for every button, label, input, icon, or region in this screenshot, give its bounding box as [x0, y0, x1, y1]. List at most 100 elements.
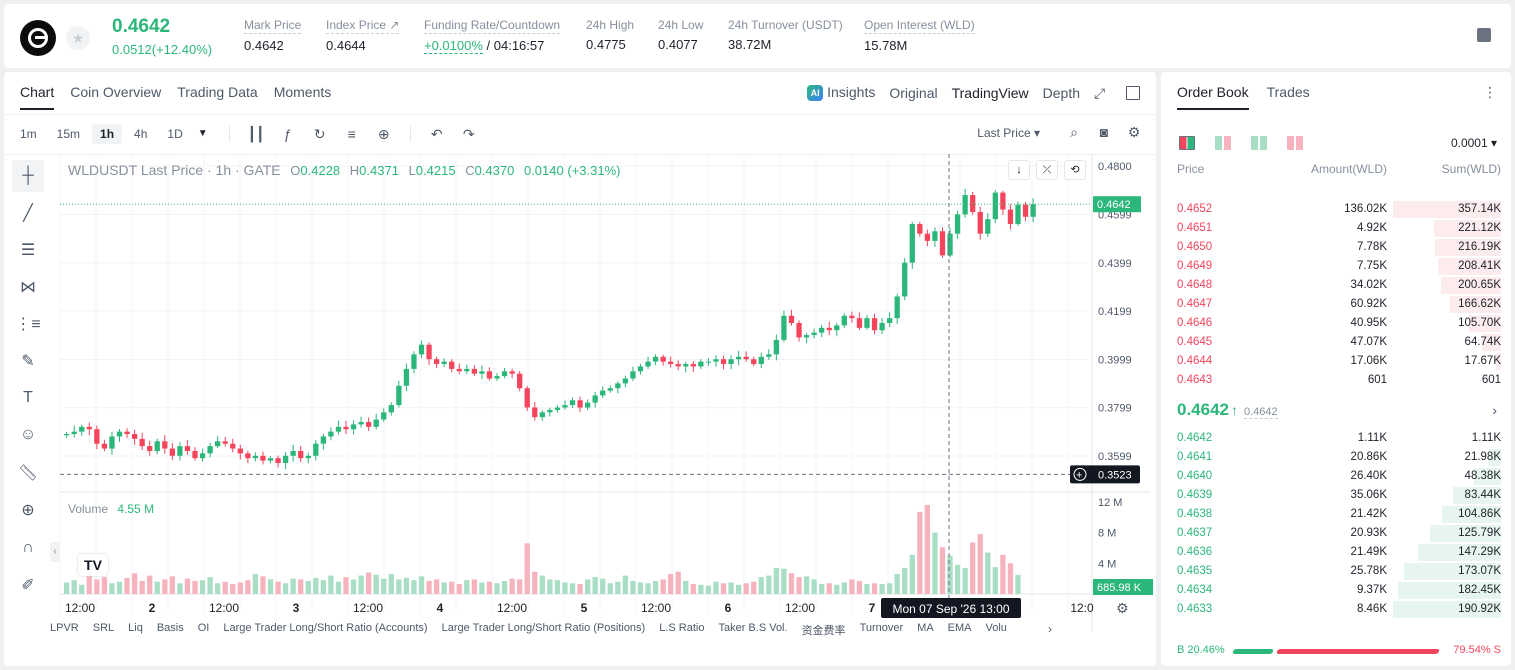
chevron-right-icon[interactable]: ›: [1492, 402, 1497, 418]
interval-15m[interactable]: 15m: [56, 127, 81, 141]
tab-trades[interactable]: Trades: [1266, 84, 1310, 100]
ask-row[interactable]: 0.4651 4.92K 221.12K: [1161, 219, 1511, 238]
bid-row[interactable]: 0.4636 21.49K 147.29K: [1161, 543, 1511, 562]
index-price-label[interactable]: Index Price ↗: [326, 18, 400, 34]
price-type-select[interactable]: Last Price ▾: [977, 126, 1040, 140]
mark-price-label[interactable]: Mark Price: [244, 18, 302, 34]
ask-row[interactable]: 0.4644 17.06K 17.67K: [1161, 352, 1511, 371]
arrow-down-icon[interactable]: ↓: [1008, 160, 1030, 180]
camera-icon[interactable]: ◙: [1099, 124, 1109, 140]
interval-dropdown-icon[interactable]: ▼: [197, 128, 208, 139]
ask-row[interactable]: 0.4646 40.95K 105.70K: [1161, 314, 1511, 333]
horizontal-lines-icon[interactable]: ☰: [20, 242, 36, 259]
candle-type-icon[interactable]: ┃┃: [247, 126, 265, 142]
bid-row[interactable]: 0.4635 25.78K 173.07K: [1161, 562, 1511, 581]
search-icon[interactable]: ⌕: [1070, 124, 1078, 140]
layout-both-icon[interactable]: [1179, 136, 1195, 150]
axis-settings-icon[interactable]: ⚙: [1116, 600, 1129, 616]
chevron-right-icon[interactable]: ›: [1048, 622, 1052, 636]
more-options-icon[interactable]: ⋮: [1483, 84, 1497, 100]
indicator-item[interactable]: SRL: [92, 622, 115, 634]
text-icon[interactable]: T: [23, 389, 33, 406]
indicator-item[interactable]: Volu: [985, 622, 1007, 634]
indicator-item[interactable]: L.S Ratio: [659, 622, 705, 634]
bid-row[interactable]: 0.4642 1.11K 1.11K: [1161, 429, 1511, 448]
bid-row[interactable]: 0.4634 9.37K 182.45K: [1161, 581, 1511, 600]
indicator-item[interactable]: MA: [917, 622, 934, 634]
ask-row[interactable]: 0.4652 136.02K 357.14K: [1161, 200, 1511, 219]
tab-moments[interactable]: Moments: [273, 84, 332, 100]
candle-body: [894, 296, 900, 319]
interval-1h[interactable]: 1h: [92, 124, 123, 144]
magnet-icon[interactable]: ∩: [22, 539, 34, 556]
indicator-item[interactable]: LPVR: [50, 622, 79, 634]
indicator-item[interactable]: 资金费率: [801, 625, 846, 637]
gear-icon[interactable]: ⚙: [1127, 124, 1141, 140]
tab-depth[interactable]: Depth: [1042, 84, 1080, 101]
ask-row[interactable]: 0.4649 7.75K 208.41K: [1161, 257, 1511, 276]
ask-row[interactable]: 0.4643 601 601: [1161, 371, 1511, 390]
funding-rate-label[interactable]: Funding Rate/Countdown: [424, 18, 561, 34]
trend-line-icon[interactable]: ╱: [23, 205, 33, 222]
bid-row[interactable]: 0.4640 26.40K 48.38K: [1161, 467, 1511, 486]
brush-icon[interactable]: ✎: [21, 353, 35, 370]
indicator-item[interactable]: Turnover: [859, 622, 904, 634]
indicator-item[interactable]: Liq: [128, 622, 143, 634]
open-interest-label[interactable]: Open Interest (WLD): [864, 18, 975, 34]
layout-bids-icon[interactable]: [1251, 136, 1267, 150]
precision-select[interactable]: 0.0001 ▾: [1450, 136, 1497, 150]
indicators-icon[interactable]: ƒ: [283, 126, 292, 142]
ask-row[interactable]: 0.4645 47.07K 64.74K: [1161, 333, 1511, 352]
indicator-item[interactable]: OI: [197, 622, 210, 634]
bid-row[interactable]: 0.4638 21.42K 104.86K: [1161, 505, 1511, 524]
collapse-toolbar-icon[interactable]: ‹: [50, 542, 60, 562]
mark-price-small[interactable]: 0.4642: [1244, 406, 1278, 419]
ask-row[interactable]: 0.4647 60.92K 166.62K: [1161, 295, 1511, 314]
tab-order-book[interactable]: Order Book: [1177, 84, 1249, 110]
window-icon[interactable]: [1126, 86, 1140, 100]
ruler-icon[interactable]: 📏︎: [17, 465, 39, 482]
expand-icon[interactable]: ⤢: [1094, 85, 1106, 101]
templates-icon[interactable]: ≡: [347, 126, 356, 142]
bid-row[interactable]: 0.4639 35.06K 83.44K: [1161, 486, 1511, 505]
emoji-icon[interactable]: ☺: [19, 426, 37, 443]
tab-original[interactable]: Original: [889, 84, 938, 101]
bid-row[interactable]: 0.4641 20.86K 21.98K: [1161, 448, 1511, 467]
fib-retracement-icon[interactable]: ⋮≡: [15, 316, 41, 333]
indicator-item[interactable]: Large Trader Long/Short Ratio (Accounts): [223, 622, 428, 634]
legend-symbol[interactable]: WLDUSDT Last Price · 1h · GATE: [68, 162, 281, 178]
interval-1m[interactable]: 1m: [20, 127, 37, 141]
add-alert-icon[interactable]: ⊕: [377, 126, 390, 142]
ask-row[interactable]: 0.4648 34.02K 200.65K: [1161, 276, 1511, 295]
layout-split-icon[interactable]: [1215, 136, 1231, 150]
compare-icon[interactable]: ↻: [313, 126, 326, 142]
tab-trading-data[interactable]: Trading Data: [177, 84, 258, 100]
tradingview-logo[interactable]: TV: [78, 554, 108, 576]
ask-row[interactable]: 0.4650 7.78K 216.19K: [1161, 238, 1511, 257]
layout-asks-icon[interactable]: [1287, 136, 1303, 150]
funding-rate[interactable]: +0.0100%: [424, 38, 483, 54]
price-chart[interactable]: 0.4800 0.4599 0.4399 0.4199 0.3999 0.3799 0.35…: [4, 72, 1156, 666]
favorite-star-icon[interactable]: ★: [66, 26, 90, 50]
undo-icon[interactable]: ↶: [430, 126, 443, 142]
collapse-icon[interactable]: ⤫: [1036, 160, 1058, 180]
indicator-item[interactable]: EMA: [947, 622, 972, 634]
bid-row[interactable]: 0.4633 8.46K 190.92K: [1161, 600, 1511, 619]
interval-4h[interactable]: 4h: [134, 127, 148, 141]
tab-coin-overview[interactable]: Coin Overview: [70, 84, 162, 100]
interval-1d[interactable]: 1D: [167, 127, 183, 141]
tab-tradingview[interactable]: TradingView: [951, 84, 1029, 101]
tab-chart[interactable]: Chart: [20, 84, 55, 110]
pattern-icon[interactable]: ⋈: [20, 279, 36, 296]
indicator-item[interactable]: Basis: [156, 622, 184, 634]
zoom-in-icon[interactable]: ⊕: [21, 502, 35, 519]
indicator-item[interactable]: Large Trader Long/Short Ratio (Positions…: [441, 622, 646, 634]
bid-row[interactable]: 0.4637 20.93K 125.79K: [1161, 524, 1511, 543]
book-icon[interactable]: [1477, 28, 1491, 42]
pencil-lock-icon[interactable]: ✐: [21, 577, 35, 594]
crosshair-icon[interactable]: ┼: [12, 160, 44, 192]
loop-icon[interactable]: ⟲: [1064, 160, 1086, 180]
redo-icon[interactable]: ↷: [462, 126, 475, 142]
insights-button[interactable]: AI Insights: [807, 84, 875, 102]
indicator-item[interactable]: Taker B.S Vol.: [718, 622, 788, 634]
